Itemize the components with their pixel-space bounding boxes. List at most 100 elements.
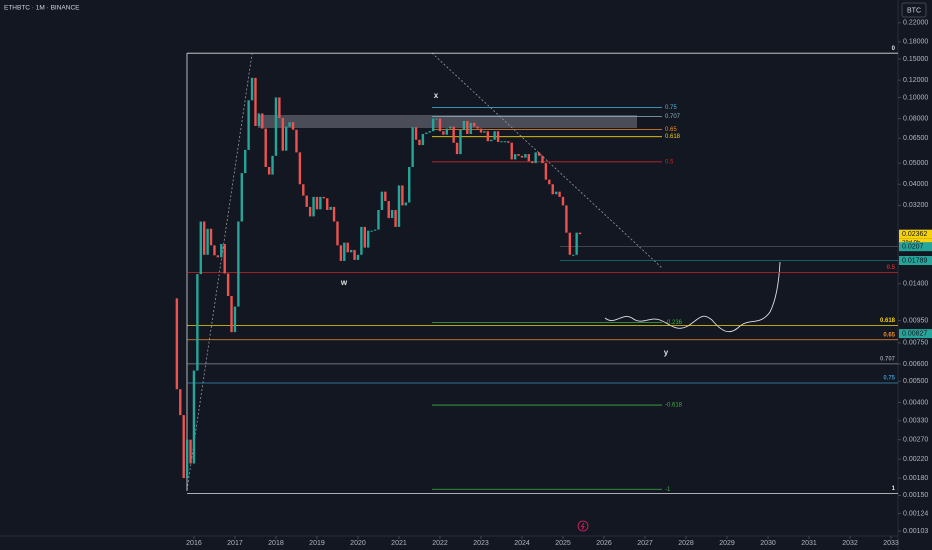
currency[interactable]: BTC <box>907 7 921 14</box>
candle <box>527 154 531 162</box>
candle <box>548 179 551 185</box>
candle <box>329 206 332 210</box>
candle <box>408 166 411 203</box>
candle <box>568 232 572 255</box>
candle <box>326 198 329 210</box>
candle <box>285 126 288 151</box>
y-tick-label: 0.18000 <box>903 39 928 46</box>
candle <box>469 122 472 134</box>
y-tick-label: 0.00400 <box>903 399 928 406</box>
candle <box>175 298 179 390</box>
candle <box>271 155 274 175</box>
x-tick-label: 2019 <box>309 540 325 547</box>
candle <box>466 120 469 134</box>
candle <box>192 370 196 464</box>
candle <box>261 113 264 129</box>
candle <box>565 205 568 233</box>
annotation: w <box>340 278 348 287</box>
y-tick-label: 0.00270 <box>903 437 928 444</box>
y-tick-label: 0.05000 <box>903 160 928 167</box>
candle <box>401 185 404 206</box>
currency-button[interactable] <box>901 2 927 18</box>
candle <box>298 152 302 185</box>
y-tick-label: 0.00124 <box>903 510 928 517</box>
fib-label: 0.707 <box>880 356 896 362</box>
y-tick-label: 0.00500 <box>903 378 928 385</box>
candle <box>360 226 363 255</box>
annotation: x <box>434 91 439 100</box>
trend-line <box>431 52 663 269</box>
candle <box>339 245 343 261</box>
x-tick-label: 2023 <box>473 540 489 547</box>
x-tick-label: 2030 <box>760 540 776 547</box>
candle <box>387 201 390 219</box>
y-tick-label: 0.15000 <box>903 56 928 63</box>
event-icon[interactable] <box>577 520 589 532</box>
candle <box>537 152 541 156</box>
fib-label: -1 <box>665 487 671 493</box>
candle <box>223 243 226 274</box>
candle <box>237 221 240 307</box>
candle <box>182 415 185 479</box>
y-tick-label: 0.00330 <box>903 418 928 425</box>
candle <box>189 439 192 464</box>
candle <box>367 230 370 248</box>
y-tick-label: 0.22000 <box>903 20 928 27</box>
fib-label: -0.618 <box>665 403 683 409</box>
candle <box>435 118 438 120</box>
x-tick-label: 2016 <box>186 540 202 547</box>
candle <box>561 196 565 206</box>
candle <box>373 229 377 231</box>
price-box <box>899 229 932 239</box>
price-label: 0.01789 <box>902 257 927 264</box>
candle <box>442 131 445 135</box>
candle <box>295 129 298 153</box>
candle <box>462 120 466 130</box>
candle <box>421 133 425 146</box>
candle <box>507 141 510 143</box>
y-tick-label: 0.12000 <box>903 77 928 84</box>
candle <box>179 389 182 416</box>
candle <box>213 245 216 256</box>
candle <box>264 128 267 167</box>
event-icon <box>580 522 585 530</box>
candle <box>483 131 486 133</box>
candle <box>203 221 206 255</box>
candle <box>274 97 278 156</box>
x-tick-label: 2024 <box>514 540 530 547</box>
y-tick-label: 0.00220 <box>903 456 928 463</box>
candle <box>479 128 483 133</box>
candle <box>349 249 353 253</box>
y-tick-label: 0.06500 <box>903 135 928 142</box>
candle <box>291 122 295 130</box>
price-label: 0.0207 <box>902 244 924 251</box>
candle <box>196 274 199 371</box>
x-tick-label: 2033 <box>883 540 899 547</box>
fib-label: 0.618 <box>665 134 681 140</box>
fib-label: 0.618 <box>880 318 896 324</box>
candle <box>431 118 435 132</box>
fib-label: 0.75 <box>665 105 677 111</box>
candle <box>390 209 394 219</box>
candle <box>370 230 373 232</box>
candle <box>520 155 524 158</box>
x-tick-label: 2021 <box>391 540 407 547</box>
candle <box>278 97 281 118</box>
y-tick-label: 0.08000 <box>903 115 928 122</box>
candle <box>449 126 452 129</box>
y-tick-label: 0.00150 <box>903 492 928 499</box>
candle <box>384 191 387 202</box>
candle <box>418 139 421 146</box>
price-box <box>899 256 932 266</box>
candle <box>220 243 223 258</box>
candle <box>476 126 479 129</box>
candle <box>496 131 500 142</box>
candle <box>394 209 397 227</box>
candle <box>288 122 291 127</box>
candle <box>428 131 431 133</box>
candle <box>254 77 257 126</box>
symbol: ETHBTC · 1M · BINANCE <box>4 5 80 12</box>
candle <box>500 141 503 143</box>
price-label: 0.00827 <box>902 330 927 337</box>
